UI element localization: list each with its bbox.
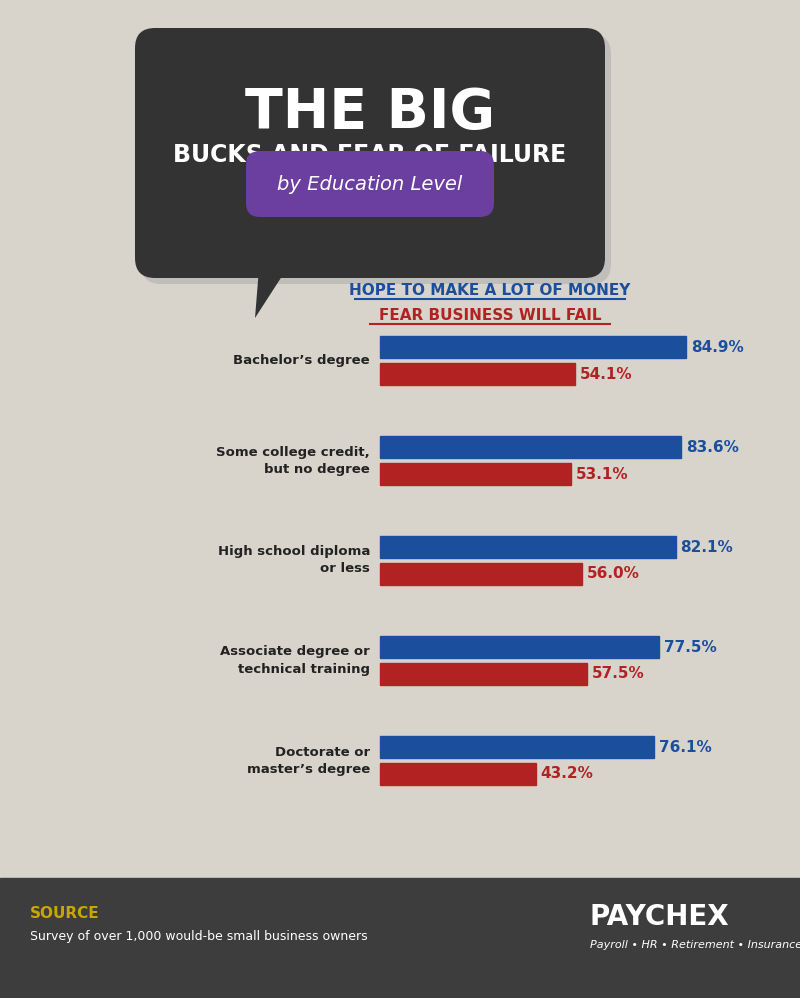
Text: 57.5%: 57.5%: [592, 667, 645, 682]
Bar: [380, 736, 654, 758]
Text: SOURCE: SOURCE: [30, 906, 100, 921]
Bar: [380, 563, 582, 585]
Text: 56.0%: 56.0%: [586, 567, 639, 582]
Text: 82.1%: 82.1%: [681, 540, 734, 555]
Text: THE BIG: THE BIG: [245, 86, 495, 140]
Text: 76.1%: 76.1%: [659, 740, 712, 754]
Text: 83.6%: 83.6%: [686, 439, 739, 454]
Text: 53.1%: 53.1%: [576, 466, 629, 481]
Bar: [380, 363, 574, 385]
Bar: [380, 436, 681, 458]
Text: Payroll • HR • Retirement • Insurance: Payroll • HR • Retirement • Insurance: [590, 940, 800, 950]
Text: PAYCHEX: PAYCHEX: [590, 903, 730, 931]
Bar: [380, 663, 587, 685]
Bar: [380, 536, 675, 558]
Text: Bachelor’s degree: Bachelor’s degree: [234, 354, 370, 367]
Polygon shape: [255, 256, 295, 318]
Text: 84.9%: 84.9%: [690, 339, 743, 354]
FancyBboxPatch shape: [246, 151, 494, 217]
Text: BUCKS AND FEAR OF FAILURE: BUCKS AND FEAR OF FAILURE: [174, 143, 566, 167]
Text: Some college credit,
but no degree: Some college credit, but no degree: [216, 445, 370, 475]
Text: by Education Level: by Education Level: [278, 175, 462, 194]
Bar: [380, 463, 571, 485]
Text: Survey of over 1,000 would-be small business owners: Survey of over 1,000 would-be small busi…: [30, 930, 368, 943]
Text: HOPE TO MAKE A LOT OF MONEY: HOPE TO MAKE A LOT OF MONEY: [350, 283, 630, 298]
Text: Doctorate or
master’s degree: Doctorate or master’s degree: [246, 746, 370, 775]
Text: High school diploma
or less: High school diploma or less: [218, 546, 370, 576]
Bar: [380, 636, 659, 658]
Text: Associate degree or
technical training: Associate degree or technical training: [220, 646, 370, 676]
Text: 43.2%: 43.2%: [541, 766, 594, 781]
Bar: [0, 878, 800, 998]
Text: FEAR BUSINESS WILL FAIL: FEAR BUSINESS WILL FAIL: [378, 308, 602, 323]
Text: 77.5%: 77.5%: [664, 640, 717, 655]
Bar: [380, 763, 535, 785]
FancyBboxPatch shape: [135, 28, 605, 278]
Text: 54.1%: 54.1%: [580, 366, 632, 381]
Bar: [380, 336, 686, 358]
FancyBboxPatch shape: [141, 34, 611, 284]
